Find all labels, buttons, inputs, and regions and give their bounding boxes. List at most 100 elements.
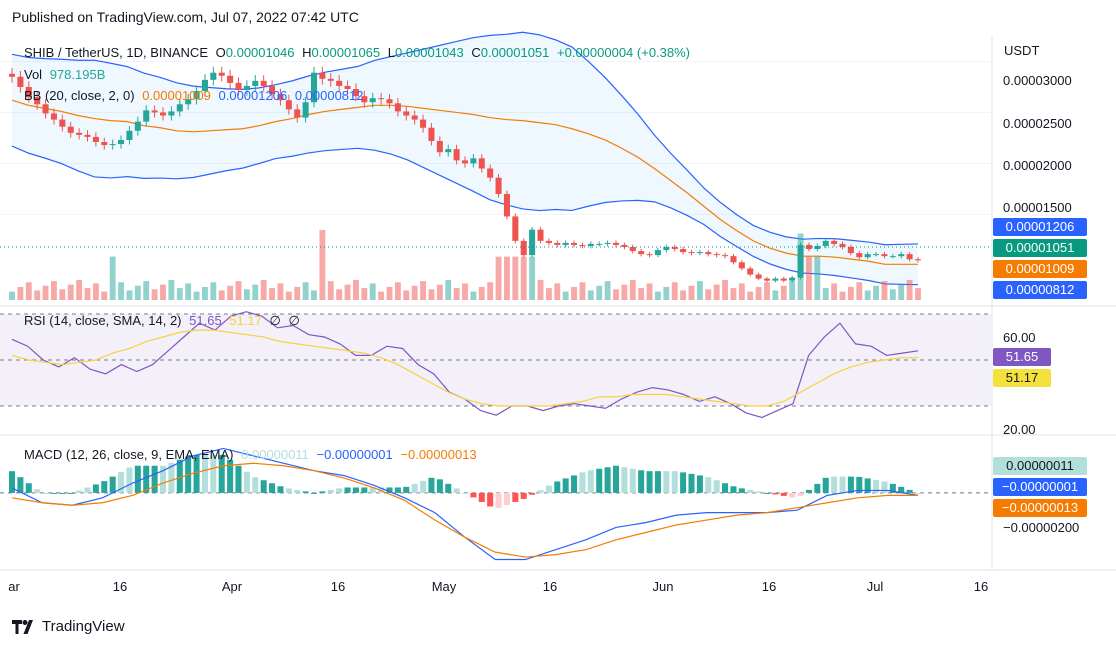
volume-bar [755,286,762,300]
macd-histogram-bar [193,454,200,493]
volume-bar [554,283,561,300]
volume-bar [772,290,779,300]
macd-histogram-bar [520,492,527,499]
candle-body [8,73,16,77]
macd-histogram-bar [730,486,737,493]
symbol-label[interactable]: SHIB / TetherUS, 1D, BINANCE [24,45,208,60]
candle-body [436,140,443,153]
macd-histogram-bar [587,470,594,493]
candle-body [193,91,200,100]
macd-histogram-bar [327,489,334,493]
candle-body [847,246,854,254]
candle-body [369,98,376,103]
macd-histogram-bar [763,492,771,494]
macd-histogram-bar [772,492,779,495]
volume-bar [705,289,712,300]
macd-histogram-bar [168,462,175,493]
volume-bar [160,284,166,300]
candle-body [403,111,410,116]
rsi-label[interactable]: RSI (14, close, SMA, 14, 2) [24,313,182,328]
candle-body [453,149,460,161]
volume-bar [864,290,871,300]
volume-bar [847,286,854,300]
volume-bar [504,256,510,300]
volume-bar [277,283,284,300]
macd-signal-line [11,462,918,558]
volume-bar [411,285,418,300]
macd-histogram-bar [336,488,343,493]
macd-histogram-bar [596,468,603,493]
published-note: Published on TradingView.com, Jul 07, 20… [12,9,359,25]
volume-bar [587,290,594,300]
candle-body [126,130,133,140]
volume-bar [126,290,133,300]
volume-bar [445,279,452,300]
candle-body [512,216,519,241]
tradingview-brand[interactable]: TradingView [12,618,125,635]
candle-body [101,142,108,146]
macd-histogram-bar [269,483,276,493]
volume-bar [59,289,66,300]
macd-histogram-bar [621,467,628,493]
time-tick: Apr [221,579,243,594]
bb-upper-line [11,31,919,246]
volume-bar [311,290,317,300]
macd-histogram-bar [847,476,854,493]
candle-body [604,242,611,244]
bb-upper-tag: 0.00001206 [993,218,1087,236]
bb-basis-line [11,99,918,265]
candle-body [50,113,57,120]
volume-bar [185,283,192,300]
macd-histogram-bar [310,492,318,494]
candle-body [654,250,661,256]
macd-histogram-bar [646,471,653,493]
macd-histogram-bar [302,491,309,493]
macd-histogram-bar [428,477,435,493]
candle-body [755,274,762,279]
candle-body [352,89,359,97]
volume-bar [478,286,485,300]
macd-label[interactable]: MACD (12, 26, close, 9, EMA, EMA) [24,447,234,462]
candle-body [596,243,603,245]
volume-bar [621,284,628,300]
candle-body [571,242,578,245]
volume-bar [84,288,91,300]
macd-histogram-bar [629,468,636,493]
low-label: L [387,45,395,60]
candle-body [118,139,125,145]
volume-bar [747,291,754,300]
volume-bar [118,282,124,300]
volume-label[interactable]: Vol [24,67,43,82]
volume-bar [671,282,678,300]
candle-body [730,256,737,263]
candle-body [688,252,695,254]
macd-histogram-bar [722,483,729,493]
candle-body [898,254,905,257]
volume-bar [898,284,905,300]
macd-histogram-bar [545,485,552,493]
candle-body [873,254,880,256]
candle-body [176,104,183,112]
macd-histogram-bar [747,489,754,493]
macd-histogram-bar [151,465,158,493]
volume-bar [655,291,661,300]
candle-body [25,86,32,98]
macd-signal-tag: −0.00000013 [993,499,1087,517]
bb-label[interactable]: BB (20, close, 2, 0) [24,88,135,103]
volume-bar [814,256,821,300]
macd-histogram-bar [403,486,410,493]
volume-bar [462,283,468,300]
volume-bar [235,281,242,300]
macd-histogram-bar [478,492,485,502]
macd-line [11,447,919,561]
brand-name: TradingView [42,618,125,635]
rsi-value: 51.65 [189,313,222,328]
price-axis-currency[interactable]: USDT [1004,43,1040,58]
macd-histogram-bar [159,465,167,493]
macd-histogram-bar [101,481,108,493]
macd-histogram-bar [839,476,846,493]
volume-bar [134,285,141,300]
candle-body [218,72,225,76]
candle-body [17,76,24,87]
